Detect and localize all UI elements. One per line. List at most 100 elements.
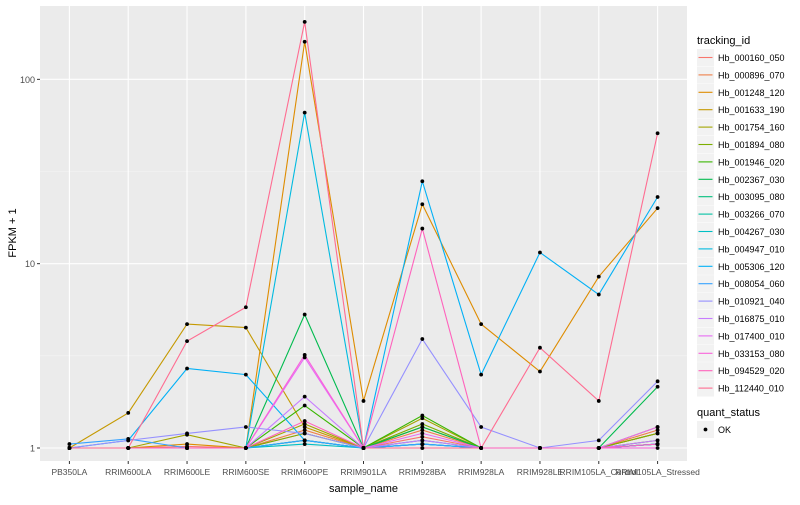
legend-label: Hb_017400_010	[718, 331, 785, 341]
data-point	[420, 422, 425, 426]
data-point	[302, 39, 307, 44]
legend-label: OK	[718, 425, 731, 435]
legend-label: Hb_000896_070	[718, 70, 785, 80]
x-tick-label: RRIM600LE	[164, 467, 211, 477]
data-point	[538, 369, 542, 374]
data-point	[538, 345, 542, 350]
legend-label: Hb_001248_120	[718, 88, 785, 98]
y-tick-label: 10	[25, 259, 35, 269]
data-point	[420, 416, 425, 421]
data-point	[655, 438, 660, 443]
data-point	[596, 446, 601, 450]
data-point	[302, 425, 307, 429]
data-point	[420, 226, 425, 231]
data-point	[479, 446, 484, 450]
data-point	[655, 442, 660, 446]
data-point	[302, 438, 307, 443]
x-tick-label: RRIM600SE	[222, 467, 270, 477]
legend-label: Hb_003266_070	[718, 210, 785, 220]
data-point	[479, 425, 484, 429]
data-point	[420, 413, 425, 418]
data-point	[243, 372, 248, 377]
data-point	[655, 428, 660, 433]
x-tick-label: RRIM928LE	[517, 467, 564, 477]
data-point	[361, 399, 366, 403]
data-point	[126, 411, 131, 415]
data-point	[420, 425, 425, 429]
data-point	[479, 372, 484, 377]
data-point	[655, 431, 660, 436]
data-point	[302, 419, 307, 423]
legend-key-point	[703, 427, 708, 432]
data-point	[596, 399, 601, 403]
data-point	[655, 195, 660, 199]
data-point	[302, 19, 307, 24]
data-point	[302, 422, 307, 426]
legend-label: Hb_001946_020	[718, 157, 785, 167]
legend-shape-entries: OK	[697, 421, 731, 438]
legend-label: Hb_004947_010	[718, 244, 785, 254]
data-point	[185, 442, 189, 446]
data-point	[126, 438, 131, 443]
legend-color-title: tracking_id	[697, 35, 750, 47]
x-tick-label: RRIM600LA	[105, 467, 152, 477]
legend-label: Hb_010921_040	[718, 297, 785, 307]
x-tick-label: RRIM105LA_Stressed	[615, 467, 700, 477]
x-tick-label: RRIM105LA_Control	[560, 467, 639, 477]
legend-label: Hb_016875_010	[718, 314, 785, 324]
data-point	[596, 438, 601, 443]
data-point	[655, 446, 660, 450]
data-point	[302, 403, 307, 408]
data-point	[302, 431, 307, 436]
data-point	[538, 446, 542, 450]
legend-label: Hb_000160_050	[718, 53, 785, 63]
data-point	[596, 292, 601, 297]
x-axis: PB350LA RRIM600LA RRIM600LE RRIM600SE RRIM60…	[51, 461, 700, 477]
legend-label: Hb_002367_030	[718, 175, 785, 185]
data-point	[185, 339, 189, 344]
data-point	[185, 446, 189, 450]
y-axis-title: FPKM + 1	[7, 208, 19, 257]
data-point	[655, 379, 660, 384]
data-point	[67, 446, 72, 450]
y-tick-label: 100	[20, 75, 35, 85]
data-point	[420, 442, 425, 446]
legend-color-entries: Hb_000160_050 Hb_000896_070 Hb_001248_120 H…	[697, 49, 785, 397]
data-point	[185, 322, 189, 327]
data-point	[302, 428, 307, 433]
data-point	[243, 446, 248, 450]
x-tick-label: RRIM901LA	[340, 467, 387, 477]
data-point	[655, 384, 660, 389]
legend-shape-title: quant_status	[697, 407, 760, 419]
x-tick-label: RRIM928BA	[399, 467, 447, 477]
legend-label: Hb_008054_060	[718, 279, 785, 289]
legend: tracking_id Hb_000160_050Hb_000896_070Hb…	[697, 35, 785, 438]
legend-label: Hb_001633_190	[718, 105, 785, 115]
legend-label: Hb_003095_080	[718, 192, 785, 202]
data-point	[185, 366, 189, 371]
x-axis-title: sample_name	[329, 483, 398, 495]
data-point	[596, 274, 601, 279]
legend-label: Hb_094529_020	[718, 366, 785, 376]
legend-label: Hb_112440_010	[718, 384, 784, 394]
data-point	[361, 446, 366, 450]
legend-label: Hb_033153_080	[718, 349, 785, 359]
data-point	[479, 322, 484, 327]
data-point	[302, 110, 307, 115]
data-point	[302, 394, 307, 399]
y-axis: 1 10 100	[20, 75, 40, 453]
data-point	[655, 425, 660, 429]
legend-label: Hb_005306_120	[718, 262, 785, 272]
x-tick-label: RRIM600PE	[281, 467, 329, 477]
data-point	[420, 428, 425, 433]
data-point	[420, 446, 425, 450]
data-point	[302, 352, 307, 357]
data-point	[243, 305, 248, 310]
x-tick-label: PB350LA	[51, 467, 87, 477]
legend-label: Hb_004267_030	[718, 227, 785, 237]
data-point	[420, 434, 425, 439]
x-tick-label: RRIM928LA	[458, 467, 505, 477]
data-point	[67, 442, 72, 446]
data-point	[243, 425, 248, 429]
